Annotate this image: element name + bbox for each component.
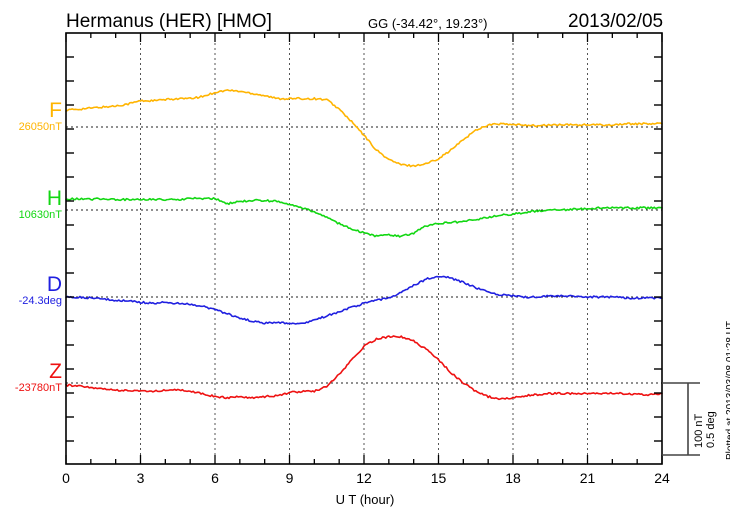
component-value-z: -23780nT xyxy=(14,382,62,394)
component-letter-z: Z xyxy=(49,360,62,383)
svg-text:0: 0 xyxy=(62,470,70,486)
scale-bar-label-nt: 100 nT xyxy=(693,413,705,448)
scale-bar-label-deg: 0.5 deg xyxy=(705,411,717,448)
svg-text:24: 24 xyxy=(654,470,670,486)
svg-text:3: 3 xyxy=(137,470,145,486)
station-title: Hermanus (HER) [HMO] xyxy=(66,11,272,32)
component-value-d: -24.3deg xyxy=(18,295,62,307)
component-label-z: Z -23780nT xyxy=(0,360,62,395)
component-letter-h: H xyxy=(46,187,62,210)
svg-text:9: 9 xyxy=(286,470,294,486)
component-label-h: H 10630nT xyxy=(0,187,62,222)
grid-layer xyxy=(140,33,588,464)
component-label-f: F 26050nT xyxy=(0,99,62,134)
svg-text:21: 21 xyxy=(580,470,596,486)
axis-ticks xyxy=(65,33,663,464)
component-value-f: 26050nT xyxy=(18,121,62,133)
x-tick-labels: 0 3 6 9 12 15 18 21 24 xyxy=(62,470,670,486)
component-letter-d: D xyxy=(46,273,62,296)
plotted-at-timestamp: Plotted at 2013/03/08 01:28 UT xyxy=(725,321,730,460)
observation-date: 2013/02/05 xyxy=(568,11,664,32)
svg-text:18: 18 xyxy=(505,470,521,486)
svg-text:12: 12 xyxy=(356,470,372,486)
geographic-coordinates: GG (-34.42°, 19.23°) xyxy=(368,16,488,31)
scale-bar xyxy=(662,382,700,456)
component-letter-f: F xyxy=(49,99,62,122)
trace-layer xyxy=(65,89,663,401)
component-value-h: 10630nT xyxy=(18,209,62,221)
svg-text:15: 15 xyxy=(431,470,447,486)
svg-text:6: 6 xyxy=(211,470,219,486)
x-axis-label: U T (hour) xyxy=(335,492,395,507)
component-label-d: D -24.3deg xyxy=(0,273,62,308)
